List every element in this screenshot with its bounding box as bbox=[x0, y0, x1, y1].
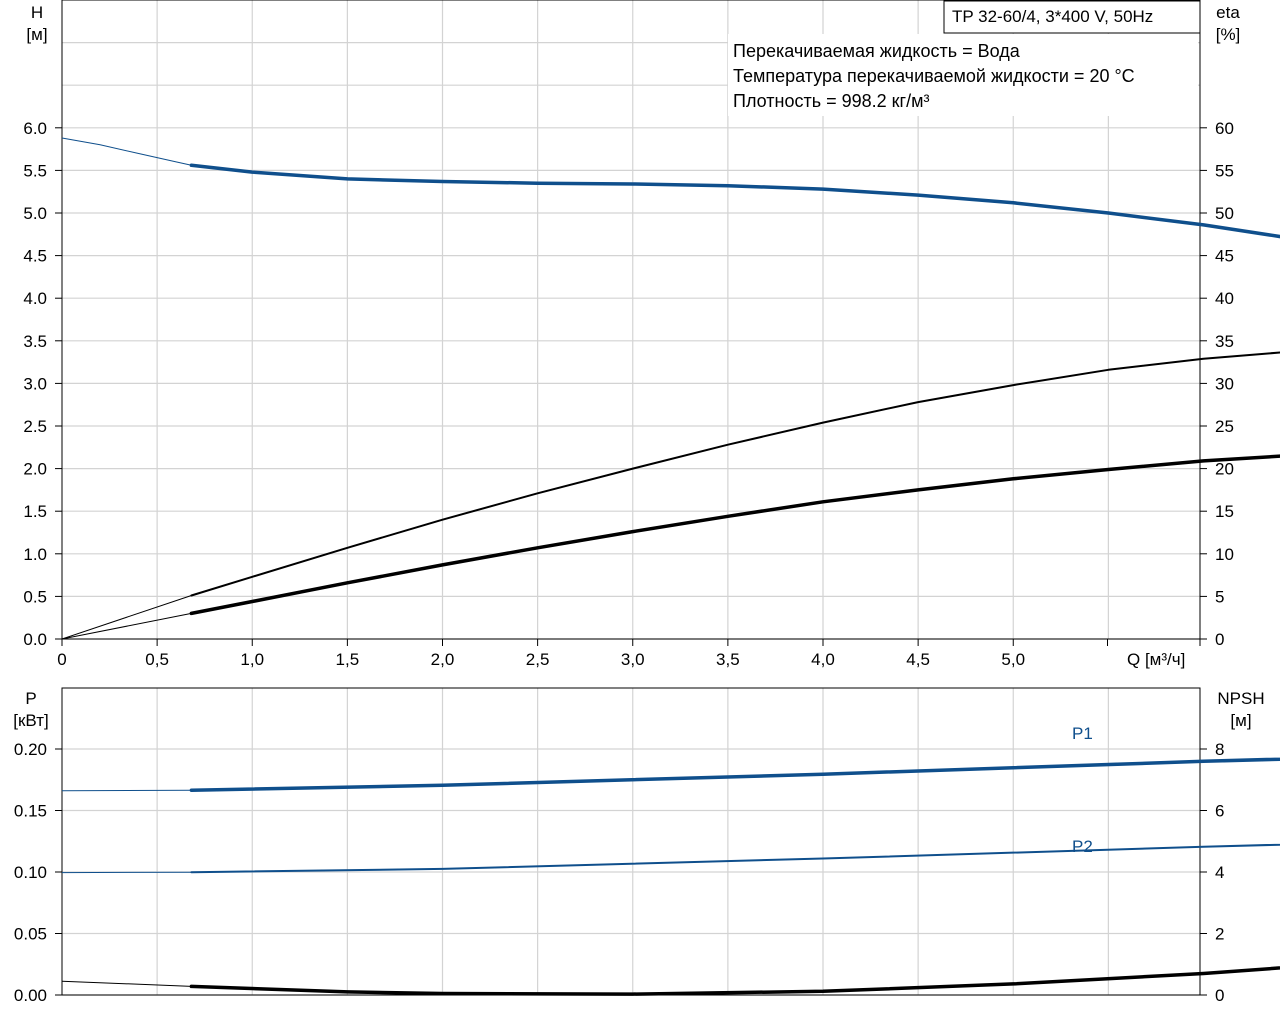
y-tick-label-right: 20 bbox=[1215, 460, 1234, 479]
y-tick-label-right: 30 bbox=[1215, 374, 1234, 393]
y-tick-label-left: 3.5 bbox=[23, 332, 47, 351]
y-tick-label-left: 0.5 bbox=[23, 587, 47, 606]
y-tick-label-right: 4 bbox=[1215, 863, 1224, 882]
x-tick-label: 1,0 bbox=[240, 650, 264, 669]
curve-extension-h bbox=[61, 137, 192, 166]
x-tick-label: 5,0 bbox=[1001, 650, 1025, 669]
x-tick-label: 1,5 bbox=[336, 650, 360, 669]
x-tick-label: 2,5 bbox=[526, 650, 550, 669]
y-tick-label-right: 10 bbox=[1215, 545, 1234, 564]
y-tick-label-left: 0.0 bbox=[23, 630, 47, 649]
y-tick-label-right: 45 bbox=[1215, 247, 1234, 266]
eta-axis-label: eta bbox=[1216, 3, 1240, 22]
x-tick-label: 4,0 bbox=[811, 650, 835, 669]
fluid-info-line: Плотность = 998.2 кг/м³ bbox=[733, 91, 929, 111]
y-tick-label-right: 35 bbox=[1215, 332, 1234, 351]
y-tick-label-left: 3.0 bbox=[23, 374, 47, 393]
y-tick-label-right: 5 bbox=[1215, 587, 1224, 606]
y-tick-label-right: 25 bbox=[1215, 417, 1234, 436]
y-tick-label-left: 0.20 bbox=[14, 740, 47, 759]
y-tick-label-left: 5.0 bbox=[23, 204, 47, 223]
upper-chart-frame bbox=[61, 0, 1201, 640]
lower-chart-curves bbox=[61, 757, 1280, 996]
y-tick-label-right: 0 bbox=[1215, 986, 1224, 1005]
curve-extension-p1 bbox=[61, 789, 192, 792]
y-tick-label-left: 4.0 bbox=[23, 289, 47, 308]
y-tick-label-left: 4.5 bbox=[23, 247, 47, 266]
pump-title-box bbox=[943, 0, 1201, 34]
curve-extension-eta_total bbox=[61, 612, 192, 640]
y-tick-label-right: 55 bbox=[1215, 161, 1234, 180]
p2-series-label: P2 bbox=[1072, 837, 1093, 856]
lower-chart-frame bbox=[61, 687, 1201, 996]
y-tick-label-left: 5.5 bbox=[23, 161, 47, 180]
y-tick-label-right: 0 bbox=[1215, 630, 1224, 649]
fluid-info-line: Температура перекачиваемой жидкости = 20… bbox=[733, 66, 1135, 86]
curve-extension-eta_pump bbox=[61, 595, 192, 640]
upper-chart-curves bbox=[61, 137, 1280, 640]
x-tick-label: 0 bbox=[57, 650, 66, 669]
y-tick-label-right: 60 bbox=[1215, 119, 1234, 138]
curve-p2 bbox=[190, 843, 1280, 874]
y-tick-label-left: 6.0 bbox=[23, 119, 47, 138]
y-tick-label-left: 1.0 bbox=[23, 545, 47, 564]
fluid-info-box bbox=[728, 34, 1198, 116]
pump-title: TP 32-60/4, 3*400 V, 50Hz bbox=[952, 7, 1153, 26]
upper-chart-ticks: 0.0 0 0.5 5 1.0 10 1.5 15 2.0 20 2.5 25 3.0 30 3.5 35 4.… bbox=[23, 119, 1234, 669]
x-tick-label: 4,5 bbox=[906, 650, 930, 669]
curve-h bbox=[189, 163, 1280, 239]
fluid-info-line: Перекачиваемая жидкость = Вода bbox=[733, 41, 1021, 61]
q-axis-label: Q [м³/ч] bbox=[1127, 650, 1185, 669]
y-tick-label-left: 0.10 bbox=[14, 863, 47, 882]
h-axis-unit: [м] bbox=[26, 25, 47, 44]
lower-chart-grid bbox=[62, 688, 1200, 996]
p1-series-label: P1 bbox=[1072, 724, 1093, 743]
y-tick-label-left: 2.0 bbox=[23, 460, 47, 479]
y-tick-label-right: 15 bbox=[1215, 502, 1234, 521]
curve-npsh bbox=[189, 966, 1280, 996]
eta-axis-unit: [%] bbox=[1216, 25, 1241, 44]
curve-eta-pump bbox=[190, 351, 1280, 597]
y-tick-label-left: 0.05 bbox=[14, 925, 47, 944]
y-tick-label-right: 2 bbox=[1215, 925, 1224, 944]
p-axis-unit: [кВт] bbox=[13, 711, 48, 730]
curve-extension-npsh bbox=[61, 980, 192, 987]
y-tick-label-left: 2.5 bbox=[23, 417, 47, 436]
h-axis-label: H bbox=[31, 3, 43, 22]
y-tick-label-right: 50 bbox=[1215, 204, 1234, 223]
y-tick-label-left: 0.00 bbox=[14, 986, 47, 1005]
y-tick-label-right: 8 bbox=[1215, 740, 1224, 759]
curve-eta-total bbox=[189, 454, 1280, 616]
curve-p1 bbox=[189, 757, 1280, 792]
npsh-axis-label: NPSH bbox=[1217, 689, 1264, 708]
x-tick-label: 3,0 bbox=[621, 650, 645, 669]
y-tick-label-left: 1.5 bbox=[23, 502, 47, 521]
x-tick-label: 3,5 bbox=[716, 650, 740, 669]
y-tick-label-right: 6 bbox=[1215, 802, 1224, 821]
y-tick-label-right: 40 bbox=[1215, 289, 1234, 308]
x-tick-label: 2,0 bbox=[431, 650, 455, 669]
x-tick-label: 0,5 bbox=[145, 650, 169, 669]
p-axis-label: P bbox=[25, 689, 36, 708]
lower-chart-ticks: 0.00 0 0.05 2 0.10 4 0.15 6 0.20 8 bbox=[14, 740, 1225, 1005]
npsh-axis-unit: [м] bbox=[1230, 711, 1251, 730]
y-tick-label-left: 0.15 bbox=[14, 802, 47, 821]
